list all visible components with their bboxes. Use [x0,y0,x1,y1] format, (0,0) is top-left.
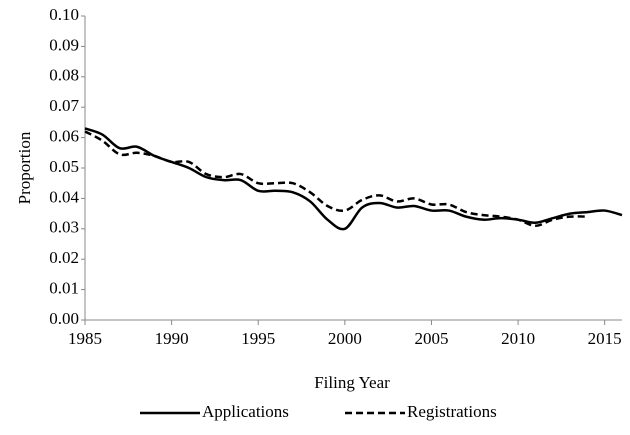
x-tick-label: 2000 [328,329,362,348]
x-axis-title: Filing Year [314,373,390,392]
y-tick-label: 0.04 [49,187,79,206]
x-tick-label: 2015 [588,329,622,348]
y-axis-title: Proportion [15,131,34,204]
line-series [84,127,623,231]
y-tick-label: 0.09 [49,35,79,54]
y-tick-label: 0.01 [49,279,79,298]
legend-label: Applications [202,402,289,421]
y-tick-label: 0.00 [49,309,79,328]
y-tick-label: 0.08 [49,66,79,85]
y-tick-label: 0.02 [49,248,79,267]
x-tick-label: 1990 [155,329,189,348]
y-tick-label: 0.03 [49,218,79,237]
y-tick-label: 0.05 [49,157,79,176]
x-tick-label: 2010 [501,329,535,348]
y-tick-label: 0.07 [49,96,79,115]
y-tick-label: 0.10 [49,5,79,24]
x-tick-label: 1995 [241,329,275,348]
x-tick-label: 1985 [68,329,102,348]
line-series [84,130,588,228]
x-tick-label: 2005 [414,329,448,348]
y-tick-label: 0.06 [49,127,79,146]
legend-label: Registrations [407,402,497,421]
